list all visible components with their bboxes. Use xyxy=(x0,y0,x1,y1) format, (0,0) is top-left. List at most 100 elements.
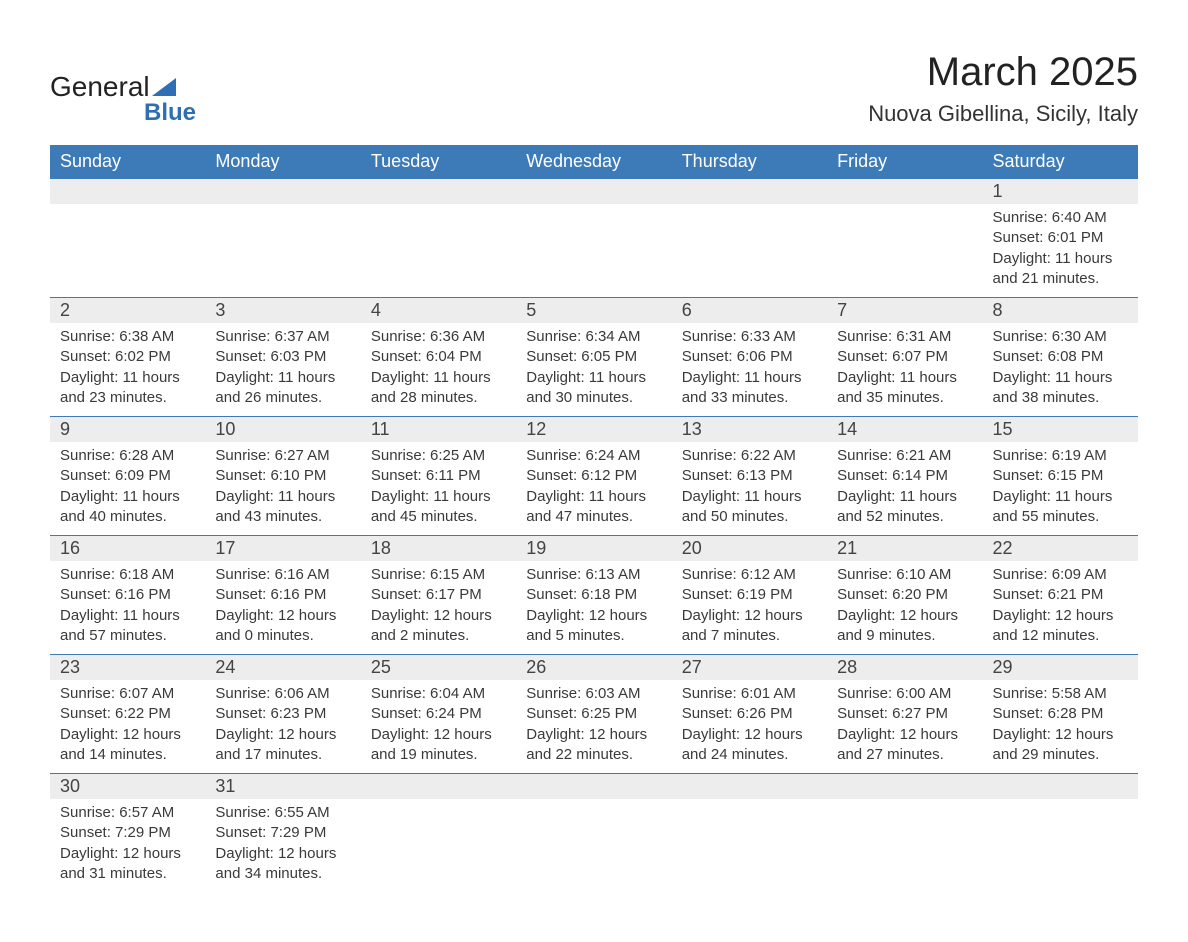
logo-text-blue: Blue xyxy=(144,99,196,127)
detail-line: Sunset: 6:09 PM xyxy=(60,466,195,486)
detail-line: Sunrise: 6:31 AM xyxy=(837,327,972,347)
detail-line: Daylight: 11 hours and 52 minutes. xyxy=(837,487,972,528)
detail-line: Daylight: 12 hours and 34 minutes. xyxy=(215,844,350,885)
detail-line: Daylight: 12 hours and 2 minutes. xyxy=(371,606,506,647)
day-number-cell: 7 xyxy=(827,298,982,324)
detail-line: Sunset: 6:13 PM xyxy=(682,466,817,486)
day-detail-cell: Sunrise: 6:28 AMSunset: 6:09 PMDaylight:… xyxy=(50,442,205,536)
detail-line: Sunrise: 6:06 AM xyxy=(215,684,350,704)
detail-line: Sunrise: 6:28 AM xyxy=(60,446,195,466)
detail-line: Sunset: 6:02 PM xyxy=(60,347,195,367)
detail-line: Daylight: 11 hours and 57 minutes. xyxy=(60,606,195,647)
day-number-cell: 17 xyxy=(205,536,360,562)
detail-line: Daylight: 11 hours and 38 minutes. xyxy=(993,368,1128,409)
day-detail-cell: Sunrise: 6:00 AMSunset: 6:27 PMDaylight:… xyxy=(827,680,982,774)
detail-line: Sunset: 6:23 PM xyxy=(215,704,350,724)
detail-line: Daylight: 11 hours and 21 minutes. xyxy=(993,249,1128,290)
detail-line: Daylight: 11 hours and 55 minutes. xyxy=(993,487,1128,528)
detail-line: Sunset: 6:04 PM xyxy=(371,347,506,367)
week-detail-row: Sunrise: 6:28 AMSunset: 6:09 PMDaylight:… xyxy=(50,442,1138,536)
detail-line: Daylight: 11 hours and 50 minutes. xyxy=(682,487,817,528)
day-number-cell: 14 xyxy=(827,417,982,443)
detail-line: Daylight: 11 hours and 40 minutes. xyxy=(60,487,195,528)
day-detail-cell: Sunrise: 6:15 AMSunset: 6:17 PMDaylight:… xyxy=(361,561,516,655)
title-block: March 2025 Nuova Gibellina, Sicily, Ital… xyxy=(868,50,1138,127)
logo-triangle-icon xyxy=(152,78,176,96)
detail-line: Sunset: 6:28 PM xyxy=(993,704,1128,724)
detail-line: Daylight: 12 hours and 0 minutes. xyxy=(215,606,350,647)
day-number-cell: 10 xyxy=(205,417,360,443)
day-number-cell: 22 xyxy=(983,536,1138,562)
day-number-cell: 16 xyxy=(50,536,205,562)
day-detail-cell xyxy=(205,204,360,298)
day-number-cell: 28 xyxy=(827,655,982,681)
detail-line: Daylight: 12 hours and 14 minutes. xyxy=(60,725,195,766)
detail-line: Daylight: 12 hours and 27 minutes. xyxy=(837,725,972,766)
detail-line: Daylight: 12 hours and 12 minutes. xyxy=(993,606,1128,647)
detail-line: Sunrise: 6:13 AM xyxy=(526,565,661,585)
day-detail-cell xyxy=(672,799,827,892)
day-detail-cell: Sunrise: 6:22 AMSunset: 6:13 PMDaylight:… xyxy=(672,442,827,536)
day-detail-cell xyxy=(672,204,827,298)
week-daynum-row: 2345678 xyxy=(50,298,1138,324)
day-number-cell: 31 xyxy=(205,774,360,800)
detail-line: Sunrise: 6:15 AM xyxy=(371,565,506,585)
calendar-table: SundayMondayTuesdayWednesdayThursdayFrid… xyxy=(50,145,1138,892)
detail-line: Daylight: 11 hours and 30 minutes. xyxy=(526,368,661,409)
detail-line: Sunrise: 6:34 AM xyxy=(526,327,661,347)
detail-line: Sunrise: 6:57 AM xyxy=(60,803,195,823)
calendar-header: SundayMondayTuesdayWednesdayThursdayFrid… xyxy=(50,145,1138,179)
detail-line: Sunrise: 6:40 AM xyxy=(993,208,1128,228)
detail-line: Sunset: 6:10 PM xyxy=(215,466,350,486)
detail-line: Sunrise: 6:37 AM xyxy=(215,327,350,347)
logo-text-general: General xyxy=(50,71,150,103)
detail-line: Sunset: 7:29 PM xyxy=(215,823,350,843)
day-number-cell: 1 xyxy=(983,179,1138,205)
day-detail-cell xyxy=(827,204,982,298)
detail-line: Sunrise: 6:07 AM xyxy=(60,684,195,704)
detail-line: Sunset: 6:06 PM xyxy=(682,347,817,367)
day-number-cell: 27 xyxy=(672,655,827,681)
day-number-cell: 11 xyxy=(361,417,516,443)
detail-line: Daylight: 11 hours and 47 minutes. xyxy=(526,487,661,528)
day-detail-cell xyxy=(50,204,205,298)
detail-line: Daylight: 12 hours and 5 minutes. xyxy=(526,606,661,647)
detail-line: Daylight: 12 hours and 31 minutes. xyxy=(60,844,195,885)
day-number-cell xyxy=(50,179,205,205)
day-header: Saturday xyxy=(983,145,1138,179)
day-detail-cell: Sunrise: 6:16 AMSunset: 6:16 PMDaylight:… xyxy=(205,561,360,655)
day-number-cell xyxy=(361,774,516,800)
detail-line: Sunset: 6:15 PM xyxy=(993,466,1128,486)
detail-line: Daylight: 12 hours and 22 minutes. xyxy=(526,725,661,766)
day-detail-cell: Sunrise: 6:55 AMSunset: 7:29 PMDaylight:… xyxy=(205,799,360,892)
detail-line: Sunset: 6:05 PM xyxy=(526,347,661,367)
day-detail-cell: Sunrise: 6:25 AMSunset: 6:11 PMDaylight:… xyxy=(361,442,516,536)
day-number-cell: 25 xyxy=(361,655,516,681)
detail-line: Sunset: 6:08 PM xyxy=(993,347,1128,367)
day-detail-cell: Sunrise: 6:18 AMSunset: 6:16 PMDaylight:… xyxy=(50,561,205,655)
day-detail-cell: Sunrise: 6:40 AMSunset: 6:01 PMDaylight:… xyxy=(983,204,1138,298)
day-detail-cell: Sunrise: 6:13 AMSunset: 6:18 PMDaylight:… xyxy=(516,561,671,655)
day-number-cell xyxy=(983,774,1138,800)
detail-line: Sunrise: 6:25 AM xyxy=(371,446,506,466)
day-detail-cell: Sunrise: 6:34 AMSunset: 6:05 PMDaylight:… xyxy=(516,323,671,417)
day-detail-cell: Sunrise: 6:36 AMSunset: 6:04 PMDaylight:… xyxy=(361,323,516,417)
day-header: Thursday xyxy=(672,145,827,179)
detail-line: Sunrise: 6:09 AM xyxy=(993,565,1128,585)
day-number-cell: 20 xyxy=(672,536,827,562)
detail-line: Daylight: 12 hours and 17 minutes. xyxy=(215,725,350,766)
day-number-cell: 15 xyxy=(983,417,1138,443)
day-detail-cell xyxy=(983,799,1138,892)
detail-line: Daylight: 12 hours and 9 minutes. xyxy=(837,606,972,647)
week-daynum-row: 1 xyxy=(50,179,1138,205)
day-detail-cell: Sunrise: 5:58 AMSunset: 6:28 PMDaylight:… xyxy=(983,680,1138,774)
day-detail-cell: Sunrise: 6:21 AMSunset: 6:14 PMDaylight:… xyxy=(827,442,982,536)
detail-line: Sunset: 6:25 PM xyxy=(526,704,661,724)
detail-line: Sunrise: 6:24 AM xyxy=(526,446,661,466)
day-number-cell: 5 xyxy=(516,298,671,324)
day-number-cell: 3 xyxy=(205,298,360,324)
day-detail-cell: Sunrise: 6:37 AMSunset: 6:03 PMDaylight:… xyxy=(205,323,360,417)
detail-line: Daylight: 11 hours and 26 minutes. xyxy=(215,368,350,409)
detail-line: Sunrise: 6:19 AM xyxy=(993,446,1128,466)
day-detail-cell: Sunrise: 6:01 AMSunset: 6:26 PMDaylight:… xyxy=(672,680,827,774)
